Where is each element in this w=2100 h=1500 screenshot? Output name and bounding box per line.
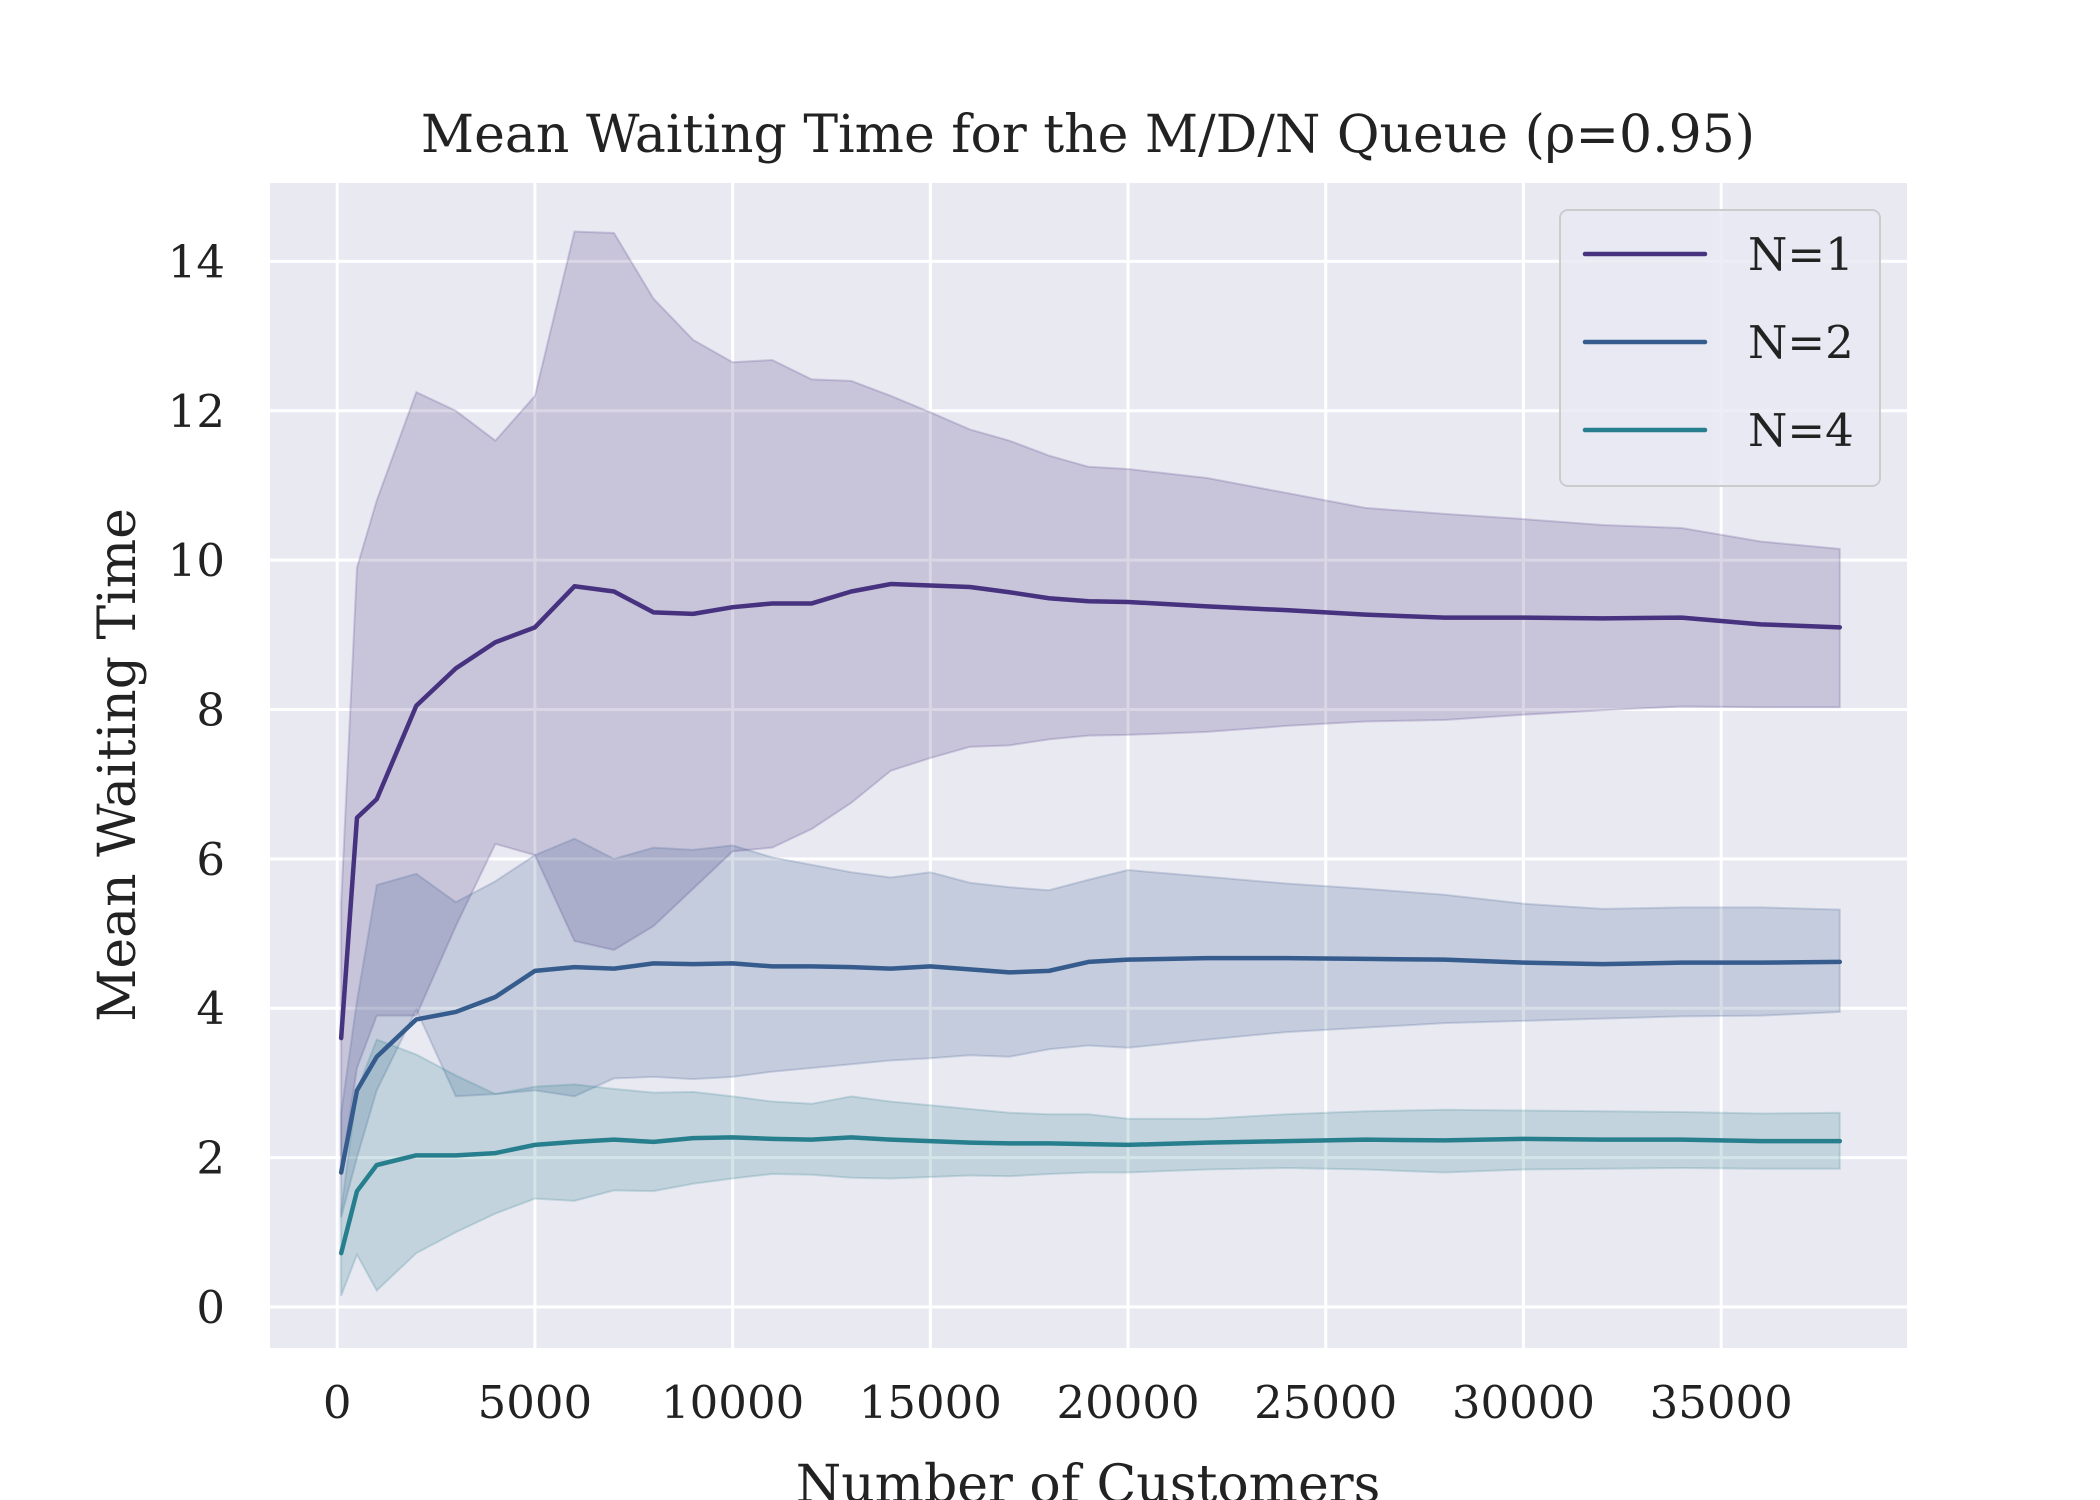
y-tick-label: 6	[196, 833, 225, 886]
chart-title: Mean Waiting Time for the M/D/N Queue (ρ…	[421, 105, 1755, 165]
series-line-n1	[338, 581, 1843, 1041]
legend-box	[1559, 209, 1881, 487]
confidence-band-n4	[340, 1038, 1841, 1297]
x-tick-label: 0	[323, 1376, 352, 1429]
x-axis-label: Number of Customers	[796, 1455, 1381, 1500]
x-tick-label: 30000	[1452, 1376, 1595, 1429]
y-tick-label: 12	[168, 385, 225, 438]
y-tick-label: 4	[196, 982, 225, 1035]
series-line-n4	[338, 1135, 1843, 1256]
legend-label: N=1	[1748, 228, 1854, 281]
x-axis-ticks: 0 5000 10000 15000 20000 25000 30000 35000	[323, 1376, 1793, 1429]
y-axis-label: Mean Waiting Time	[88, 508, 148, 1022]
y-tick-label: 14	[168, 235, 225, 288]
y-tick-label: 2	[196, 1132, 225, 1185]
x-tick-label: 25000	[1254, 1376, 1397, 1429]
legend-item: N=1	[1582, 228, 1854, 281]
legend-label: N=2	[1748, 316, 1854, 369]
y-tick-label: 10	[168, 534, 225, 587]
x-tick-label: 20000	[1056, 1376, 1199, 1429]
x-tick-label: 5000	[478, 1376, 593, 1429]
legend-item: N=4	[1582, 404, 1854, 457]
confidence-bands	[340, 230, 1841, 1297]
x-tick-label: 10000	[661, 1376, 804, 1429]
legend: N=1 N=2 N=4	[1559, 209, 1881, 487]
x-tick-label: 35000	[1650, 1376, 1793, 1429]
y-tick-label: 8	[196, 683, 225, 736]
x-tick-label: 15000	[859, 1376, 1002, 1429]
y-axis-ticks: 0 2 4 6 8 10 12 14	[168, 235, 225, 1334]
legend-item: N=2	[1582, 316, 1854, 369]
confidence-band-n1	[340, 230, 1841, 1173]
legend-label: N=4	[1748, 404, 1854, 457]
confidence-band-n2	[340, 837, 1841, 1218]
series-line-n2	[338, 955, 1843, 1175]
y-tick-label: 0	[196, 1281, 225, 1334]
series-lines	[338, 581, 1843, 1256]
